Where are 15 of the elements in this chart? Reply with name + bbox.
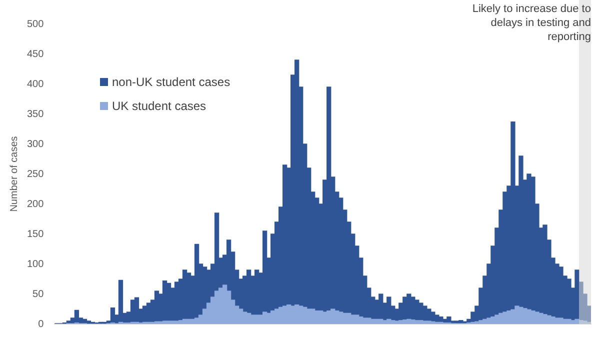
y-axis-title: Number of cases (8, 136, 20, 212)
y-tick-label: 250 (26, 168, 44, 180)
y-tick-label: 350 (26, 108, 44, 120)
y-tick-label: 100 (26, 258, 44, 270)
y-tick-label: 500 (26, 18, 44, 30)
legend-label: UK student cases (112, 99, 206, 113)
y-tick-label: 450 (26, 48, 44, 60)
y-tick-label: 400 (26, 78, 44, 90)
y-tick-label: 200 (26, 198, 44, 210)
y-tick-label: 0 (38, 318, 44, 330)
y-tick-label: 150 (26, 228, 44, 240)
y-tick-label: 50 (32, 288, 44, 300)
legend-label: non-UK student cases (112, 75, 230, 89)
annotation: Likely to increase due to delays in testing and reporting (471, 2, 591, 44)
y-tick-label: 300 (26, 138, 44, 150)
